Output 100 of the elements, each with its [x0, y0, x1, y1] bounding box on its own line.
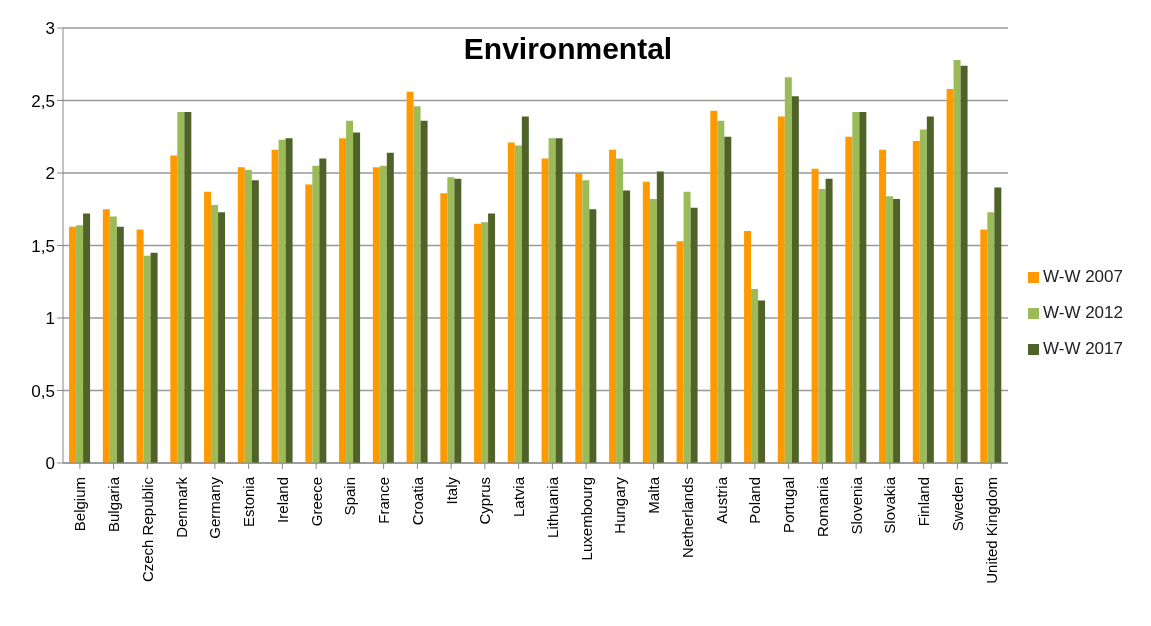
- bar: [312, 165, 320, 463]
- bar: [204, 191, 212, 463]
- x-tick-label: Italy: [442, 476, 460, 505]
- bar: [589, 209, 597, 463]
- bar: [481, 222, 489, 463]
- bar: [150, 252, 158, 463]
- bar: [818, 188, 826, 463]
- bar: [386, 152, 394, 463]
- chart-title: Environmental: [463, 32, 673, 65]
- bar: [623, 190, 631, 463]
- x-tick-label: Lithuania: [543, 476, 561, 538]
- bar: [454, 178, 462, 463]
- x-tick-label: Luxembourg: [577, 477, 595, 561]
- bar: [102, 209, 110, 463]
- bar: [879, 149, 887, 463]
- bar: [372, 167, 380, 463]
- bar: [609, 149, 617, 463]
- bar: [339, 138, 347, 463]
- x-tick-label: Slovakia: [881, 476, 899, 534]
- bar: [717, 120, 725, 463]
- bar: [960, 65, 968, 463]
- bar: [724, 136, 732, 463]
- bar: [76, 225, 84, 463]
- legend-label: W-W 2017: [1043, 339, 1123, 358]
- bar: [507, 142, 515, 463]
- bar: [244, 170, 252, 463]
- x-tick-label: Romania: [813, 476, 831, 538]
- bar: [980, 229, 988, 463]
- x-tick-label: Poland: [746, 477, 764, 524]
- x-tick-label: Finland: [915, 477, 933, 527]
- bar: [912, 141, 920, 463]
- bar: [116, 226, 124, 463]
- bar: [541, 158, 549, 463]
- y-tick-label: 2: [45, 164, 55, 184]
- x-tick-label: Spain: [341, 477, 359, 516]
- bar: [683, 191, 691, 463]
- bar: [211, 204, 219, 463]
- bar: [893, 199, 901, 463]
- x-tick-label: Belgium: [71, 477, 89, 532]
- x-tick-label: Netherlands: [678, 477, 696, 558]
- bar: [845, 136, 853, 463]
- x-tick-label: Sweden: [948, 477, 966, 532]
- x-tick-label: Estonia: [240, 476, 258, 528]
- legend-label: W-W 2007: [1043, 267, 1123, 286]
- x-tick-label: Cyprus: [476, 477, 494, 525]
- x-tick-label: Croatia: [408, 476, 426, 526]
- x-tick-label: Malta: [645, 476, 663, 514]
- y-tick-label: 0,5: [31, 381, 55, 401]
- bar: [271, 149, 279, 463]
- bar: [744, 231, 752, 463]
- bar: [859, 112, 867, 463]
- bar: [251, 180, 259, 463]
- bar: [319, 158, 327, 463]
- bar: [136, 229, 144, 463]
- bar: [379, 165, 387, 463]
- bar: [656, 171, 664, 463]
- bar: [690, 207, 698, 463]
- bar: [548, 138, 556, 463]
- bar: [177, 112, 185, 463]
- bar: [710, 110, 718, 463]
- bar: [852, 112, 860, 463]
- bar: [447, 177, 455, 463]
- x-tick-label: Portugal: [780, 477, 798, 533]
- x-tick-label: Greece: [307, 477, 325, 527]
- bar: [237, 167, 245, 463]
- x-tick-label: Czech Republic: [138, 476, 156, 583]
- x-tick-label: Ireland: [273, 477, 291, 523]
- bar: [184, 112, 192, 463]
- x-tick-label: Bulgaria: [105, 476, 123, 533]
- y-tick-label: 2,5: [31, 91, 55, 111]
- bar: [353, 132, 361, 463]
- bar: [346, 120, 354, 463]
- bar: [575, 173, 583, 463]
- bar: [69, 226, 77, 463]
- bar: [285, 138, 293, 463]
- bar: [676, 241, 684, 463]
- bar: [474, 223, 482, 463]
- bar: [521, 116, 529, 463]
- bar: [946, 88, 954, 463]
- x-tick-label: Denmark: [172, 476, 190, 538]
- bar: [488, 213, 496, 463]
- bar: [994, 187, 1002, 463]
- x-tick-label: Austria: [712, 476, 730, 524]
- bar: [987, 212, 995, 463]
- bar: [649, 199, 657, 463]
- x-tick-label: France: [375, 477, 393, 524]
- x-tick-label: Germany: [206, 476, 224, 539]
- x-tick-label: Latvia: [510, 476, 528, 518]
- bar: [777, 116, 785, 463]
- y-tick-label: 1: [45, 309, 55, 329]
- bar: [109, 216, 117, 463]
- bar: [514, 145, 522, 463]
- bar: [83, 213, 91, 463]
- bar: [953, 59, 961, 463]
- bar: [555, 138, 563, 463]
- bar: [616, 158, 624, 463]
- bar: [278, 139, 286, 463]
- bar: [406, 91, 414, 463]
- bar: [811, 168, 819, 463]
- bar: [305, 184, 313, 463]
